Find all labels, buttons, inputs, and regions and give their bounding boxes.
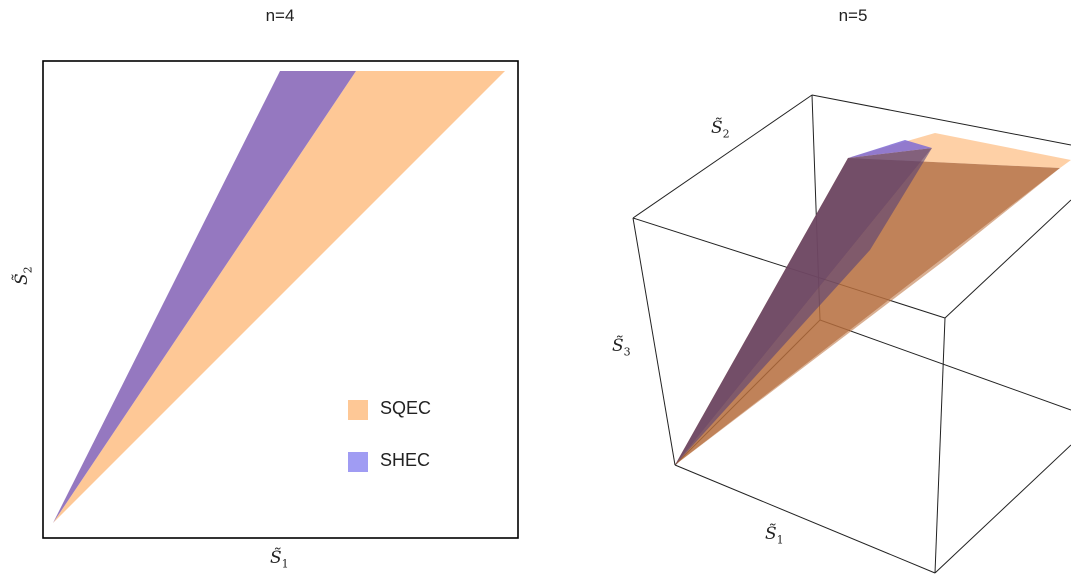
legend-swatch-shec: [348, 452, 368, 472]
shec-volume-top: [848, 140, 932, 158]
sqec-volume-lower: [675, 168, 1060, 465]
axis-label-s3-3d: S̃3: [612, 336, 631, 359]
panel-title-n4: n=4: [265, 6, 295, 25]
sqec-region-2d: [53, 71, 505, 523]
axis-label-s2-3d: S̃2: [711, 118, 730, 141]
sqec-volume-face: [675, 158, 1060, 465]
shec-region-2d: [53, 71, 356, 523]
y-axis-label-2d: S̃2: [12, 266, 35, 285]
shec-volume-side: [675, 148, 932, 465]
legend-label-shec: SHEC: [380, 450, 431, 470]
axis-label-s1-3d: S̃1: [765, 524, 784, 547]
legend-swatch-sqec: [348, 400, 368, 420]
panel-title-n5: n=5: [838, 6, 868, 25]
x-axis-label-2d: S̃1: [270, 548, 289, 571]
legend-label-sqec: SQEC: [380, 398, 432, 418]
